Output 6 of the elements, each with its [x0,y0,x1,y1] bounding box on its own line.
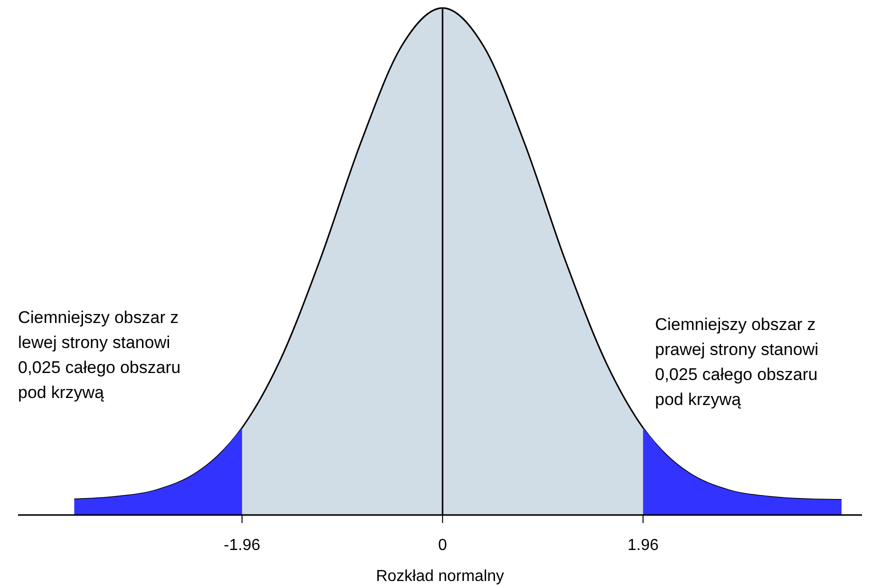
annotation: Ciemniejszy obszar z lewej strony stanowi 0,025 całego obszaru pod krzywą [18,308,181,402]
x-tick-label: 0 [438,537,448,554]
x-tick-label: 1.96 [628,537,659,554]
x-axis-title: Rozkład normalny [376,568,504,585]
annotation: Ciemniejszy obszar z prawej strony stanowi 0,025 całego obszaru pod krzywą [655,315,818,409]
x-tick-label: -1.96 [224,537,260,554]
